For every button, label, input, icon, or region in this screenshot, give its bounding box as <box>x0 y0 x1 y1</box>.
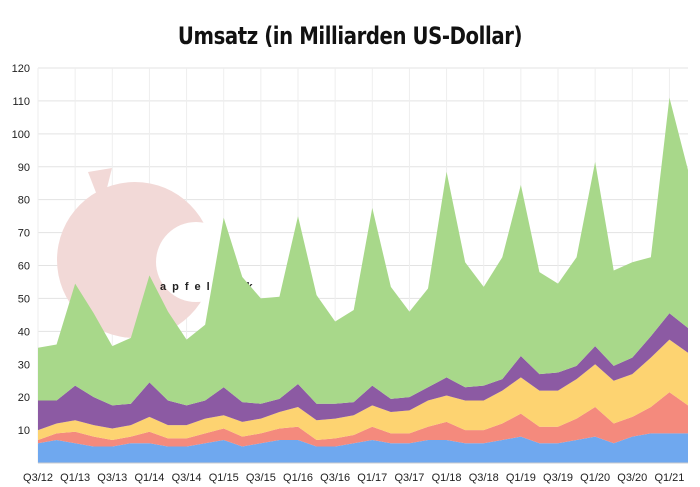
y-tick-label-120: 120 <box>12 63 30 75</box>
area-series-3 <box>38 339 688 440</box>
x-tick-label-Q3-14: Q3/14 <box>172 472 202 484</box>
x-tick-label-Q1-19: Q1/19 <box>506 472 536 484</box>
x-tick-label-Q1-14: Q1/14 <box>134 472 164 484</box>
x-tick-label-Q3-19: Q3/19 <box>543 472 573 484</box>
watermark-apple-shape <box>57 182 213 338</box>
x-tick-label-Q1-21: Q1/21 <box>654 472 684 484</box>
area-series-4 <box>38 313 688 431</box>
x-tick-label-Q3-18: Q3/18 <box>469 472 499 484</box>
x-tick-label-Q1-16: Q1/16 <box>283 472 313 484</box>
y-tick-label-10: 10 <box>18 425 30 437</box>
y-tick-label-80: 80 <box>18 195 30 207</box>
y-tick-label-100: 100 <box>12 129 30 141</box>
x-tick-label-Q3-16: Q3/16 <box>320 472 350 484</box>
area-series-2 <box>38 392 688 447</box>
area-series-group <box>38 97 688 463</box>
x-tick-label-Q3-12: Q3/12 <box>23 472 53 484</box>
y-tick-label-110: 110 <box>12 96 30 108</box>
y-tick-label-90: 90 <box>18 162 30 174</box>
x-tick-label-Q1-20: Q1/20 <box>580 472 610 484</box>
y-tick-labels: 10 20 30 40 50 60 70 80 90 100 110 120 <box>12 63 30 437</box>
x-tick-label-Q3-20: Q3/20 <box>617 472 647 484</box>
y-tick-label-50: 50 <box>18 293 30 305</box>
area-series-1 <box>38 433 688 463</box>
x-tick-label-Q1-17: Q1/17 <box>357 472 387 484</box>
chart-title: Umsatz (in Milliarden US-Dollar) <box>177 22 523 50</box>
y-tick-label-40: 40 <box>18 326 30 338</box>
y-tick-label-20: 20 <box>18 392 30 404</box>
x-tick-label-Q3-15: Q3/15 <box>246 472 276 484</box>
x-tick-label-Q1-13: Q1/13 <box>60 472 90 484</box>
y-tick-label-60: 60 <box>18 261 30 273</box>
x-tick-label-Q3-13: Q3/13 <box>97 472 127 484</box>
x-tick-label-Q3-17: Q3/17 <box>394 472 424 484</box>
x-tick-label-Q1-15: Q1/15 <box>209 472 239 484</box>
y-tick-label-70: 70 <box>18 228 30 240</box>
area-series-5 <box>38 97 688 406</box>
y-tick-label-30: 30 <box>18 359 30 371</box>
x-tick-labels: Q3/12 Q1/13 Q3/13 Q1/14 Q3/14 Q1/15 Q3/15 Q1/16… <box>23 472 684 484</box>
watermark-apple-leaf <box>88 168 112 208</box>
x-tick-label-Q1-18: Q1/18 <box>432 472 462 484</box>
